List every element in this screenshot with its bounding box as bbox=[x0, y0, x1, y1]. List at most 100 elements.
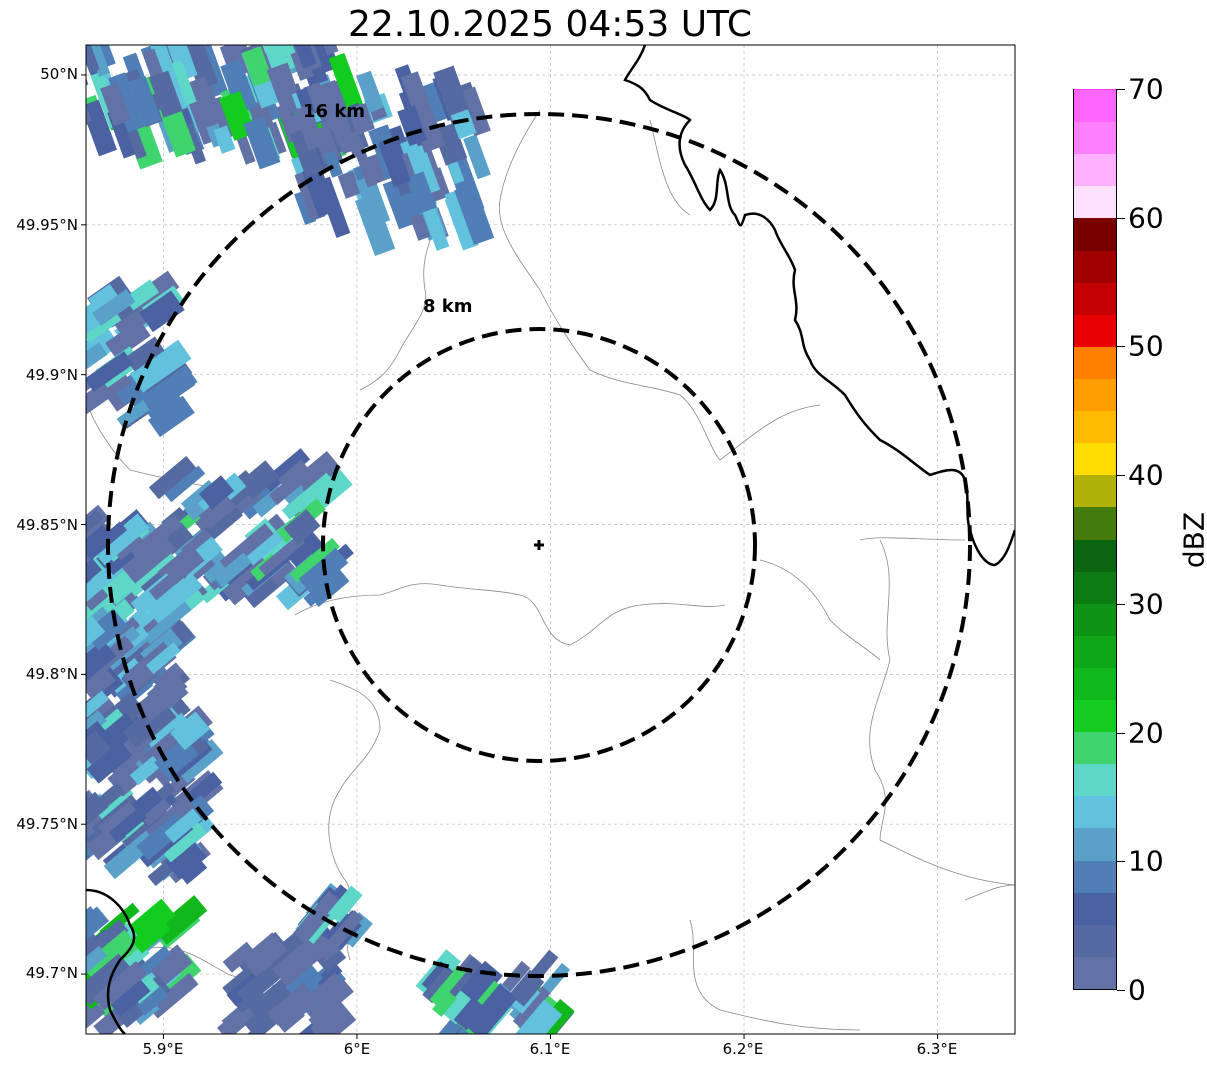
echo-cell bbox=[141, 516, 177, 549]
lat-tick-label: 50°N bbox=[40, 65, 78, 83]
colorbar-segment bbox=[1074, 923, 1116, 957]
echo-cell bbox=[198, 493, 237, 530]
echo-cell bbox=[36, 77, 66, 129]
echo-cell bbox=[86, 996, 106, 1034]
colorbar-tick-label: 50 bbox=[1128, 329, 1164, 363]
echo-cell bbox=[400, 71, 438, 132]
colorbar-segment bbox=[1074, 474, 1116, 508]
colorbar-tick bbox=[1117, 475, 1125, 477]
axis-ticks bbox=[81, 74, 939, 1039]
echo-cell bbox=[356, 70, 385, 113]
echo-cell bbox=[139, 290, 185, 333]
echo-cell bbox=[281, 472, 335, 520]
echo-cell bbox=[86, 591, 117, 646]
echo-cell bbox=[108, 807, 147, 843]
colorbar-segment bbox=[1074, 699, 1116, 733]
echo-cell bbox=[51, 35, 71, 65]
echo-cell bbox=[86, 45, 111, 77]
echo-cell bbox=[127, 129, 147, 160]
colorbar-segment bbox=[1074, 281, 1116, 315]
echo-cell bbox=[37, 83, 69, 120]
echo-cell bbox=[267, 983, 314, 1026]
echo-cell bbox=[220, 59, 258, 114]
echo-cell bbox=[135, 945, 172, 978]
echo-cell bbox=[377, 136, 412, 188]
echo-cell bbox=[327, 885, 363, 924]
echo-cell bbox=[268, 475, 302, 506]
echo-cell bbox=[272, 930, 333, 987]
colorbar-segment bbox=[1074, 538, 1116, 572]
echo-cell bbox=[147, 572, 203, 624]
colorbar-tick-label: 40 bbox=[1128, 458, 1164, 492]
echo-cell bbox=[337, 170, 362, 199]
echo-cell bbox=[441, 989, 476, 1025]
echo-cell bbox=[314, 962, 343, 989]
echo-cell bbox=[129, 898, 176, 943]
radar-echoes bbox=[36, 35, 575, 1034]
colorbar-segment bbox=[1074, 570, 1116, 604]
echo-cell bbox=[86, 521, 127, 561]
echo-cell bbox=[221, 1004, 254, 1034]
echo-cell bbox=[159, 103, 196, 158]
echo-cell bbox=[421, 81, 449, 123]
echo-cell bbox=[186, 76, 222, 129]
range-ring-8km bbox=[321, 327, 757, 763]
radar-site-marker bbox=[534, 540, 544, 550]
echo-cell bbox=[399, 136, 441, 198]
colorbar-tick bbox=[1117, 990, 1125, 991]
echo-cell bbox=[148, 944, 193, 987]
echo-cell bbox=[458, 86, 491, 137]
echo-cell bbox=[440, 956, 485, 1005]
echo-cell bbox=[310, 1002, 357, 1034]
colorbar bbox=[1073, 89, 1117, 990]
echo-cell bbox=[164, 838, 207, 880]
echo-cell bbox=[433, 65, 473, 125]
echo-cell bbox=[146, 642, 181, 675]
range-ring-16km bbox=[106, 112, 972, 978]
echo-cell bbox=[305, 979, 354, 1024]
echo-cell bbox=[170, 711, 211, 751]
echo-cell bbox=[293, 104, 325, 151]
echo-cell bbox=[39, 120, 67, 169]
echo-cell bbox=[181, 45, 219, 90]
echo-cell bbox=[86, 933, 87, 965]
colorbar-tick-label: 0 bbox=[1128, 973, 1146, 1007]
echo-cell bbox=[140, 45, 174, 73]
colorbar-segment bbox=[1074, 667, 1116, 701]
colorbar-segment bbox=[1074, 410, 1116, 444]
echo-cell bbox=[312, 91, 337, 122]
echo-cell bbox=[287, 45, 317, 69]
echo-cell bbox=[241, 46, 273, 87]
echo-cell bbox=[289, 537, 340, 583]
echo-cell bbox=[100, 82, 131, 127]
country-border bbox=[86, 45, 1015, 1034]
echo-cell bbox=[121, 533, 176, 584]
echo-cell bbox=[153, 662, 185, 692]
echo-cell bbox=[124, 336, 165, 372]
gridlines bbox=[86, 45, 1015, 1034]
echo-cell bbox=[316, 943, 347, 974]
echo-cell bbox=[86, 730, 111, 765]
echo-cell bbox=[285, 531, 325, 569]
echo-cell bbox=[410, 213, 431, 241]
colorbar-segment bbox=[1074, 378, 1116, 412]
echo-cell bbox=[397, 105, 428, 147]
echo-cell bbox=[107, 975, 151, 1017]
echo-cell bbox=[92, 289, 136, 326]
colorbar-segment bbox=[1074, 827, 1116, 861]
colorbar-tick-label: 10 bbox=[1128, 844, 1164, 878]
echo-cell bbox=[219, 523, 274, 572]
colorbar-tick-label: 60 bbox=[1128, 201, 1164, 235]
echo-cell bbox=[86, 342, 108, 377]
echo-cell bbox=[454, 183, 495, 246]
echo-cell bbox=[86, 45, 116, 69]
echo-cell bbox=[289, 972, 342, 1019]
colorbar-segment bbox=[1074, 345, 1116, 379]
echo-cell bbox=[213, 552, 252, 588]
echo-cell bbox=[143, 601, 192, 645]
chart-title: 22.10.2025 04:53 UTC bbox=[347, 4, 753, 45]
echo-cell bbox=[164, 45, 198, 82]
colorbar-tick bbox=[1117, 346, 1125, 348]
lon-tick-label: 6.2°E bbox=[722, 1040, 764, 1058]
colorbar-tick bbox=[1117, 732, 1125, 734]
